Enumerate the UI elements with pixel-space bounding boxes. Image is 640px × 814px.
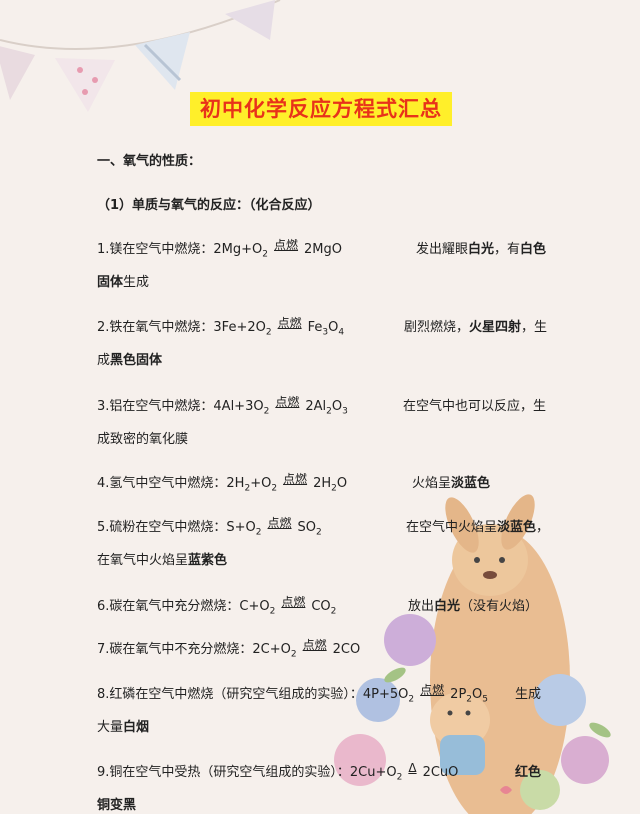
reaction-7: 7.碳在氧气中不充分燃烧：2C+O2点燃 2CO xyxy=(97,638,361,660)
reaction-8: 8.红磷在空气中燃烧（研究空气组成的实验）：4P+5O2点燃 2P2O5 xyxy=(97,683,488,705)
reaction-9-note-cont: 铜变黑 xyxy=(97,798,137,813)
reaction-6: 6.碳在氧气中充分燃烧：C+O2点燃 CO2 xyxy=(97,595,337,617)
reaction-1: 1.镁在空气中燃烧：2Mg+O2点燃 2MgO xyxy=(97,238,343,260)
reaction-3-note: 在空气中也可以反应，生 xyxy=(403,399,547,414)
reaction-5-note: 在空气中火焰呈淡蓝色， xyxy=(406,520,550,535)
reaction-5-note-cont: 在氧气中火焰呈蓝紫色 xyxy=(97,553,228,568)
page-title: 初中化学反应方程式汇总 xyxy=(190,92,452,126)
reaction-4: 4.氢气中空气中燃烧：2H2+O2点燃 2H2O xyxy=(97,472,348,494)
reaction-2-note: 剧烈燃烧，火星四射，生 xyxy=(404,320,548,335)
reaction-1-note-cont: 固体生成 xyxy=(97,275,150,290)
reaction-1-note: 发出耀眼白光，有白色 xyxy=(416,242,547,257)
section-heading-oxygen: 一、氧气的性质： xyxy=(97,154,202,169)
reaction-8-note-cont: 大量白烟 xyxy=(97,720,150,735)
reaction-9-note: 红色 xyxy=(515,765,542,780)
reaction-2-note-cont: 成黑色固体 xyxy=(97,353,163,368)
reaction-3-note-cont: 成致密的氧化膜 xyxy=(97,432,189,447)
reaction-6-note: 放出白光（没有火焰） xyxy=(408,599,539,614)
reaction-5: 5.硫粉在空气中燃烧：S+O2点燃 SO2 xyxy=(97,516,322,538)
subsection-heading: （1）单质与氧气的反应：（化合反应） xyxy=(97,198,321,213)
reaction-4-note: 火焰呈淡蓝色 xyxy=(412,476,491,491)
reaction-3: 3.铝在空气中燃烧：4Al+3O2点燃 2Al2O3 xyxy=(97,395,348,417)
reaction-2: 2.铁在氧气中燃烧：3Fe+2O2点燃 Fe3O4 xyxy=(97,316,345,338)
reaction-9: 9.铜在空气中受热（研究空气组成的实验）：2Cu+O2Δ 2CuO xyxy=(97,761,459,783)
reaction-8-note: 生成 xyxy=(515,687,542,702)
